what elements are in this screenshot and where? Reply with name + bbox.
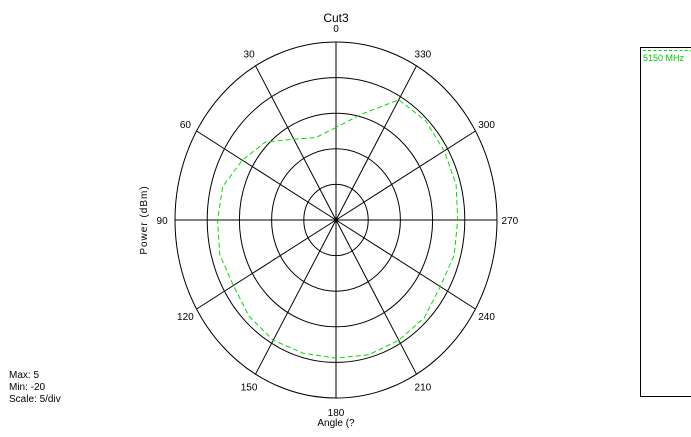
max-label: Max: 5 [9, 370, 40, 381]
legend: 5150 MHz [640, 47, 691, 397]
angle-tick-label: 0 [333, 24, 339, 35]
angle-tick-label: 330 [415, 50, 432, 61]
grid-spoke [255, 219, 337, 375]
y-axis-label: Power (dBm) [139, 185, 150, 254]
grid-spoke [255, 65, 337, 221]
grid-spoke [335, 219, 476, 310]
angle-tick-label: 90 [157, 216, 169, 227]
series-line [216, 99, 459, 359]
legend-entry-label: 5150 MHz [643, 53, 685, 63]
angle-tick-label: 210 [415, 383, 432, 394]
angle-tick-label: 60 [180, 120, 192, 131]
grid-spoke [335, 219, 417, 375]
angle-tick-label: 30 [244, 50, 256, 61]
angle-tick-label: 300 [478, 120, 495, 131]
angle-tick-label: 270 [502, 216, 519, 227]
min-label: Min: -20 [9, 382, 46, 393]
grid-spoke [335, 65, 417, 221]
angle-tick-label: 180 [328, 408, 345, 419]
x-axis-label: Angle (? [317, 418, 355, 429]
angle-tick-labels: 0 30 60 90 120 150 180 210 240 270 300 330 [157, 24, 519, 419]
polar-grid [174, 41, 498, 399]
scale-label: Scale: 5/div [9, 394, 61, 405]
legend-line-sample [643, 50, 691, 51]
angle-tick-label: 150 [241, 383, 258, 394]
grid-spoke [196, 219, 337, 310]
angle-tick-label: 240 [478, 312, 495, 323]
grid-spoke [196, 130, 337, 221]
chart-title: Cut3 [323, 11, 349, 25]
grid-spoke [335, 130, 476, 221]
angle-tick-label: 120 [177, 312, 194, 323]
series-group [216, 99, 459, 359]
